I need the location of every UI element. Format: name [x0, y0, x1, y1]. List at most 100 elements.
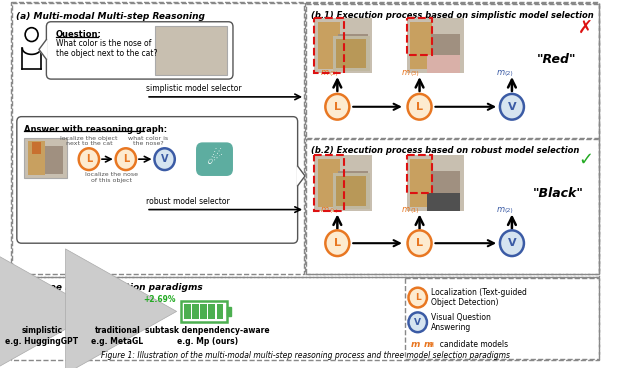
Text: (c) Three model selection paradigms: (c) Three model selection paradigms — [16, 283, 203, 292]
Bar — [337, 39, 366, 68]
Bar — [406, 155, 464, 210]
Bar — [58, 307, 60, 316]
Text: m: m — [497, 205, 504, 213]
Circle shape — [408, 312, 427, 332]
Bar — [191, 36, 224, 71]
Bar — [133, 307, 136, 316]
Text: "Black": "Black" — [532, 187, 584, 200]
Text: L: L — [334, 238, 341, 248]
Text: V: V — [508, 102, 516, 112]
Bar — [156, 26, 227, 75]
Bar — [184, 304, 191, 319]
Circle shape — [408, 288, 427, 307]
Bar — [24, 138, 67, 178]
Text: (b.1) Execution process based on simplistic model selection: (b.1) Execution process based on simplis… — [310, 11, 593, 20]
Text: m: m — [402, 205, 410, 213]
Text: +4.35%: +4.35% — [65, 294, 98, 304]
Text: m: m — [410, 340, 420, 348]
Bar — [406, 18, 464, 73]
Text: (1): (1) — [410, 208, 419, 213]
Bar — [333, 36, 370, 71]
Bar — [339, 171, 368, 206]
Text: (b.2) Execution process based on robust model selection: (b.2) Execution process based on robust … — [310, 146, 579, 155]
Text: m: m — [423, 340, 433, 348]
Text: "Red": "Red" — [536, 53, 576, 66]
Bar — [314, 155, 344, 210]
Text: (2): (2) — [504, 71, 513, 76]
FancyBboxPatch shape — [181, 301, 227, 322]
Circle shape — [325, 230, 349, 256]
Bar — [104, 304, 116, 319]
Bar — [168, 32, 181, 47]
Text: V: V — [161, 154, 168, 164]
Text: robust model selector: robust model selector — [146, 197, 230, 206]
Text: traditional
e.g. MetaGL: traditional e.g. MetaGL — [92, 326, 143, 346]
Bar — [118, 304, 129, 319]
Circle shape — [79, 148, 99, 170]
Text: ☄: ☄ — [207, 150, 223, 168]
Bar — [45, 146, 63, 174]
Text: (1): (1) — [329, 208, 338, 213]
Text: (a) Multi-modal Multi-step Reasoning: (a) Multi-modal Multi-step Reasoning — [16, 12, 205, 21]
FancyBboxPatch shape — [102, 301, 133, 322]
Text: L: L — [86, 154, 92, 164]
Text: m: m — [321, 205, 329, 213]
Text: candidate models: candidate models — [435, 340, 508, 348]
Text: localize the object
next to the cat: localize the object next to the cat — [60, 135, 118, 146]
Bar — [337, 176, 366, 206]
Circle shape — [116, 148, 136, 170]
Text: Figure 1: Illustration of the multi-modal multi-step reasoning process and three: Figure 1: Illustration of the multi-moda… — [100, 351, 509, 360]
Bar — [410, 159, 433, 206]
Text: L: L — [334, 102, 341, 112]
Text: V: V — [414, 318, 421, 327]
Circle shape — [25, 28, 38, 42]
Circle shape — [500, 230, 524, 256]
Bar — [314, 18, 344, 73]
Text: Visual Question
Answering: Visual Question Answering — [431, 312, 490, 332]
Text: (3): (3) — [410, 71, 419, 76]
Circle shape — [500, 94, 524, 120]
Bar — [227, 307, 230, 316]
Text: localize the nose
of this object: localize the nose of this object — [84, 172, 138, 183]
Bar — [333, 173, 370, 209]
Text: simplistic
e.g. HuggingGPT: simplistic e.g. HuggingGPT — [5, 326, 78, 346]
Bar — [406, 155, 433, 193]
FancyBboxPatch shape — [196, 142, 233, 176]
Bar — [29, 304, 53, 319]
Bar — [431, 33, 460, 69]
Text: ✓: ✓ — [579, 151, 593, 169]
Text: Question:: Question: — [56, 30, 102, 39]
Text: L: L — [123, 154, 129, 164]
Bar — [339, 33, 368, 69]
Circle shape — [325, 94, 349, 120]
Bar — [406, 18, 433, 55]
Text: what color is
the nose?: what color is the nose? — [128, 135, 168, 146]
Bar — [427, 193, 460, 210]
Text: +2.69%: +2.69% — [143, 294, 175, 304]
Polygon shape — [298, 166, 305, 186]
Text: L: L — [416, 238, 423, 248]
Text: What color is the nose of
the object next to the cat?: What color is the nose of the object nex… — [56, 39, 157, 58]
Bar — [427, 55, 460, 73]
Text: L: L — [415, 293, 420, 302]
FancyBboxPatch shape — [26, 301, 58, 322]
Text: L: L — [416, 102, 423, 112]
Text: ʜ: ʜ — [428, 340, 433, 348]
Bar — [192, 304, 199, 319]
Bar — [216, 304, 223, 319]
Bar — [410, 22, 433, 69]
Text: V: V — [508, 238, 516, 248]
Text: m: m — [497, 68, 504, 77]
Bar — [431, 171, 460, 206]
Polygon shape — [39, 39, 46, 59]
Bar — [28, 141, 45, 175]
Text: ₗ: ₗ — [415, 340, 416, 348]
Bar — [161, 30, 189, 71]
Bar — [318, 22, 340, 69]
Text: m: m — [402, 68, 410, 77]
Bar — [318, 159, 340, 206]
FancyBboxPatch shape — [17, 117, 298, 243]
Text: Localization (Text-guided
Object Detection): Localization (Text-guided Object Detecti… — [431, 288, 527, 307]
Text: m: m — [321, 68, 329, 77]
Bar — [31, 142, 41, 154]
